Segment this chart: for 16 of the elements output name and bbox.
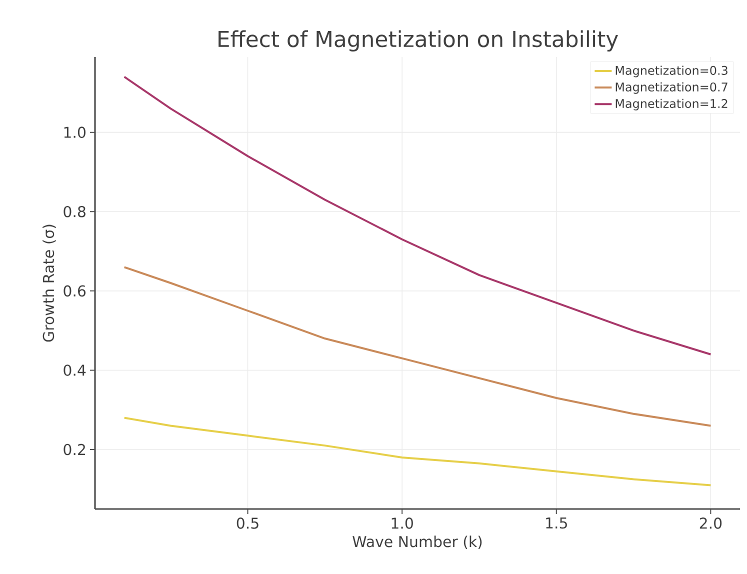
y-tick-label: 0.6 (64, 285, 86, 297)
x-tick-label: 2.0 (700, 518, 722, 529)
y-axis-title: Growth Rate (σ) (42, 224, 56, 342)
x-tick-label: 1.0 (392, 518, 413, 529)
y-tick-label: 0.8 (64, 206, 86, 218)
x-axis-title: Wave Number (k) (352, 536, 482, 549)
line-series (123, 416, 712, 486)
y-tick-label: 1.0 (64, 126, 86, 138)
y-tick-label: 0.4 (64, 364, 86, 376)
x-tick-label: 1.5 (546, 518, 567, 529)
legend-label: Magnetization=0.7 (616, 82, 728, 94)
y-tick-label: 0.2 (64, 444, 85, 456)
legend-label: Magnetization=1.2 (616, 98, 728, 110)
x-tick-label: 0.5 (236, 518, 258, 529)
chart-title: Effect of Magnetization on Instability (218, 30, 618, 52)
legend-label: Magnetization=0.3 (616, 66, 728, 78)
